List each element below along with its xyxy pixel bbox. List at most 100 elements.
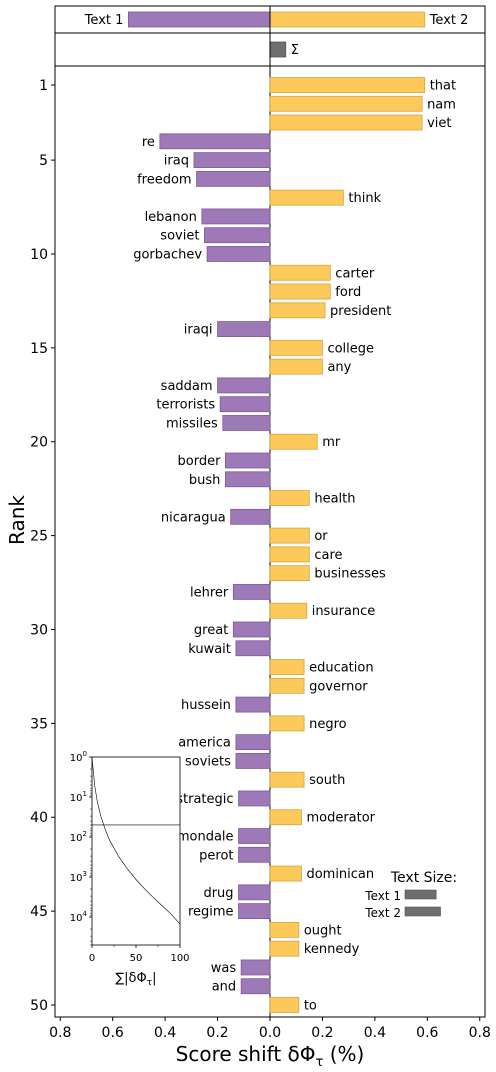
word-label-bush: bush	[189, 473, 221, 488]
word-bar-carter	[269, 264, 331, 281]
word-label-soviet: soviet	[160, 229, 199, 244]
word-bar-to	[269, 997, 300, 1013]
word-label-education: education	[309, 661, 374, 676]
word-bar-hussein	[235, 696, 271, 713]
word-bar-lebanon	[201, 208, 271, 225]
word-label-ought: ought	[304, 923, 342, 938]
inset-y-tick-label: 100	[70, 750, 87, 764]
word-bar-was	[240, 959, 271, 976]
text-size-text1-bar	[404, 889, 437, 900]
word-label-iraq: iraq	[164, 154, 189, 169]
word-bar-gorbachev	[206, 246, 271, 262]
text-size-text1-label: Text 1	[364, 889, 401, 903]
word-bar-think	[269, 189, 344, 206]
word-bar-ford	[269, 283, 331, 300]
word-bar-governor	[269, 677, 305, 694]
word-bar-iraq	[193, 152, 271, 169]
word-bar-viet	[269, 114, 423, 131]
word-label-terrorists: terrorists	[156, 398, 215, 413]
word-label-nicaragua: nicaragua	[161, 510, 226, 525]
word-label-america: america	[178, 736, 231, 751]
word-bar-businesses	[269, 565, 310, 582]
x-tick-label: 0.8	[49, 1025, 71, 1041]
word-bar-care	[269, 546, 310, 563]
word-label-gorbachev: gorbachev	[133, 247, 202, 262]
word-bar-saddam	[217, 377, 271, 394]
inset-frame	[91, 756, 181, 946]
word-label-insurance: insurance	[312, 604, 376, 619]
word-label-south: south	[309, 773, 345, 788]
x-tick-label: 0.6	[416, 1025, 438, 1041]
word-label-governor: governor	[309, 679, 368, 694]
text2-total-label: Text 2	[429, 13, 469, 28]
word-bar-college	[269, 339, 323, 356]
sum-label: Σ	[291, 43, 299, 58]
text-size-text2-bar	[404, 906, 441, 917]
word-bar-strategic	[238, 790, 271, 807]
word-label-president: president	[330, 304, 391, 319]
word-bar-america	[235, 734, 271, 751]
word-label-missiles: missiles	[166, 416, 218, 431]
word-bar-kennedy	[269, 940, 300, 957]
word-label-re: re	[142, 135, 155, 150]
word-bar-missiles	[222, 415, 271, 431]
word-bar-iraqi	[217, 321, 271, 337]
inset-x-tick-label: 0	[89, 953, 95, 964]
word-label-drug: drug	[203, 886, 233, 901]
y-tick-label: 15	[30, 341, 48, 357]
inset-x-label: ∑|δΦτ|	[115, 971, 156, 988]
word-label-lehrer: lehrer	[190, 585, 229, 600]
word-bar-regime	[238, 903, 271, 920]
word-bar-education	[269, 659, 305, 675]
word-label-hussein: hussein	[181, 698, 231, 713]
word-label-strategic: strategic	[176, 792, 233, 807]
word-label-saddam: saddam	[161, 379, 213, 394]
word-label-nam: nam	[427, 97, 456, 112]
text1-total-label: Text 1	[84, 13, 124, 28]
word-bar-and	[240, 978, 271, 995]
word-label-any: any	[327, 360, 351, 375]
y-tick-label: 5	[39, 153, 48, 169]
y-tick-label: 35	[30, 716, 48, 732]
word-bar-border	[225, 452, 271, 469]
word-label-was: was	[211, 961, 237, 976]
x-tick-label: 0.0	[259, 1025, 281, 1041]
word-bar-nam	[269, 95, 423, 112]
word-label-and: and	[212, 980, 236, 995]
y-tick-label: 10	[30, 247, 48, 263]
x-tick-label: 0.2	[206, 1025, 228, 1041]
word-bar-perot	[238, 846, 271, 863]
word-label-mr: mr	[322, 435, 341, 450]
word-bar-negro	[269, 715, 305, 732]
inset-x-tick-label: 100	[170, 953, 189, 964]
word-bar-mondale	[238, 828, 271, 844]
y-tick-label: 40	[30, 810, 48, 826]
word-label-border: border	[178, 454, 222, 469]
inset-y-tick-label: 103	[70, 870, 87, 884]
x-tick-label: 0.4	[154, 1025, 176, 1041]
word-bar-south	[269, 771, 305, 788]
word-label-perot: perot	[199, 848, 233, 863]
word-label-or: or	[314, 529, 328, 544]
word-label-kennedy: kennedy	[304, 942, 360, 957]
word-bar-dominican	[269, 865, 302, 882]
inset-y-tick-label: 102	[70, 830, 87, 844]
word-bar-or	[269, 527, 310, 544]
word-label-negro: negro	[309, 717, 347, 732]
word-bar-nicaragua	[230, 508, 271, 525]
word-label-carter: carter	[335, 266, 375, 281]
word-bar-that	[269, 77, 426, 93]
y-axis-label: Rank	[5, 495, 29, 545]
word-bar-soviet	[204, 227, 271, 244]
word-label-regime: regime	[188, 905, 234, 920]
word-label-moderator: moderator	[306, 811, 375, 826]
word-bar-freedom	[196, 170, 271, 187]
word-bar-lehrer	[232, 584, 271, 600]
word-label-kuwait: kuwait	[188, 642, 231, 657]
word-label-that: that	[430, 79, 456, 94]
word-bar-any	[269, 358, 323, 375]
word-label-to: to	[304, 999, 317, 1014]
word-bar-mr	[269, 433, 318, 450]
x-tick-label: 0.2	[311, 1025, 333, 1041]
